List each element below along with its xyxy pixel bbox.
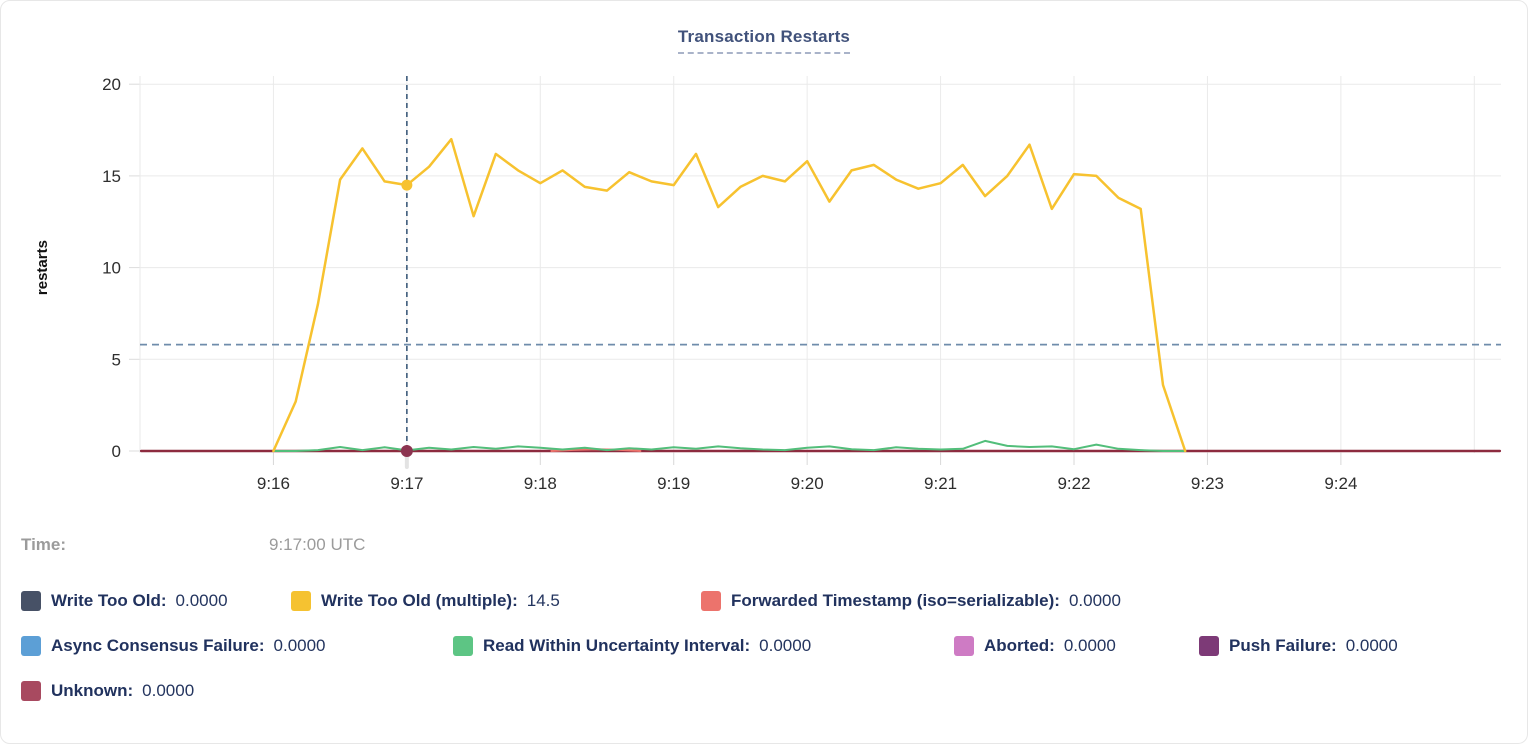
time-value: 9:17:00 UTC	[269, 535, 366, 554]
tooltip-time-row: Time: 9:17:00 UTC	[1, 535, 1527, 557]
series-line-write-too-old-multiple-	[272, 137, 1187, 453]
chart-header: Transaction Restarts	[1, 27, 1527, 54]
aborted-swatch-icon	[954, 636, 974, 656]
legend-label: Push Failure:	[1229, 636, 1337, 655]
hover-dot-write-too-old-multiple-	[401, 179, 413, 191]
legend-item-async-consensus-failure: Async Consensus Failure: 0.0000	[21, 636, 326, 656]
x-tick-label: 9:17	[390, 474, 423, 493]
x-tick-label: 9:18	[524, 474, 557, 493]
legend-value: 0.0000	[175, 591, 228, 610]
y-axis-title: restarts	[34, 240, 51, 295]
legend-label: Unknown:	[51, 681, 134, 700]
legend-label: Async Consensus Failure:	[51, 636, 265, 655]
y-tick-label: 0	[112, 442, 121, 461]
time-label: Time:	[21, 535, 67, 554]
x-tick-label: 9:23	[1191, 474, 1224, 493]
legend-item-write-too-old: Write Too Old: 0.0000	[21, 591, 228, 611]
legend-value: 0.0000	[1063, 636, 1116, 655]
y-tick-label: 5	[112, 350, 121, 369]
async-consensus-failure-swatch-icon	[21, 636, 41, 656]
write-too-old-swatch-icon	[21, 591, 41, 611]
x-tick-label: 9:19	[657, 474, 690, 493]
legend-label: Aborted:	[984, 636, 1055, 655]
legend-label: Write Too Old:	[51, 591, 167, 610]
legend-value: 14.5	[526, 591, 560, 610]
x-tick-label: 9:20	[791, 474, 824, 493]
y-tick-label: 10	[102, 259, 121, 278]
series-line-read-within-uncertainty-interval	[272, 439, 1187, 452]
legend-item-read-within-uncertainty-interval: Read Within Uncertainty Interval: 0.0000	[453, 636, 811, 656]
y-tick-label: 15	[102, 167, 121, 186]
forwarded-timestamp-swatch-icon	[701, 591, 721, 611]
x-tick-label: 9:22	[1057, 474, 1090, 493]
legend-label: Forwarded Timestamp (iso=serializable):	[731, 591, 1060, 610]
legend-item-aborted: Aborted: 0.0000	[954, 636, 1116, 656]
legend-value: 0.0000	[759, 636, 812, 655]
legend-label: Write Too Old (multiple):	[321, 591, 518, 610]
x-tick-label: 9:16	[257, 474, 290, 493]
chart-title[interactable]: Transaction Restarts	[677, 27, 851, 54]
x-tick-label: 9:21	[924, 474, 957, 493]
legend-value: 0.0000	[1345, 636, 1398, 655]
legend-value: 0.0000	[142, 681, 195, 700]
legend-value: 0.0000	[1068, 591, 1121, 610]
hover-dot-unknown	[400, 445, 413, 457]
legend-item-unknown: Unknown: 0.0000	[21, 681, 194, 701]
push-failure-swatch-icon	[1199, 636, 1219, 656]
legend-value: 0.0000	[273, 636, 326, 655]
legend-item-forwarded-timestamp: Forwarded Timestamp (iso=serializable): …	[701, 591, 1121, 611]
unknown-swatch-icon	[21, 681, 41, 701]
x-tick-label: 9:24	[1324, 474, 1357, 493]
y-tick-label: 20	[102, 75, 121, 94]
legend-item-push-failure: Push Failure: 0.0000	[1199, 636, 1398, 656]
legend-item-write-too-old-multiple: Write Too Old (multiple): 14.5	[291, 591, 560, 611]
legend-label: Read Within Uncertainty Interval:	[483, 636, 751, 655]
write-too-old-multiple-swatch-icon	[291, 591, 311, 611]
read-within-uncertainty-swatch-icon	[453, 636, 473, 656]
